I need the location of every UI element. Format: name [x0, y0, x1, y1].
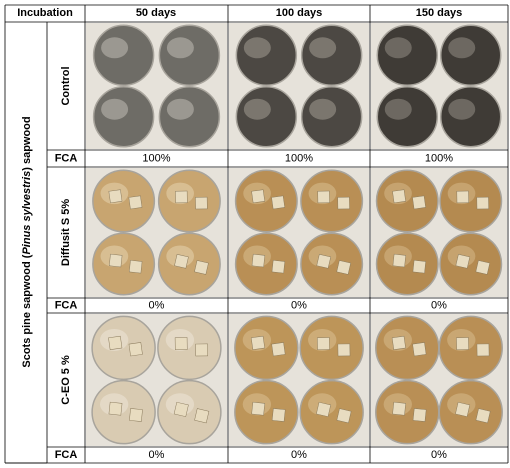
header-cell: Incubation — [17, 7, 73, 19]
dish-highlight — [243, 98, 271, 120]
wood-sample — [251, 253, 266, 268]
fca-label: FCA — [55, 449, 78, 461]
wood-sample — [251, 401, 266, 416]
header-cell: 150 days — [416, 7, 462, 19]
wood-sample — [194, 260, 209, 275]
wood-sample — [316, 401, 332, 417]
wood-sample — [271, 260, 286, 274]
fca-value: 0% — [291, 449, 307, 461]
row-label: Diffusit S 5% — [60, 199, 72, 266]
wood-sample — [251, 189, 266, 204]
dish-highlight — [166, 98, 194, 120]
wood-sample — [336, 408, 352, 424]
dish-highlight — [309, 98, 337, 120]
wood-sample — [108, 253, 123, 268]
wood-sample — [317, 190, 330, 204]
wood-sample — [412, 195, 426, 210]
dish-highlight — [309, 37, 337, 59]
side-label-part: ) sapwood — [21, 116, 33, 170]
fca-label: FCA — [55, 152, 78, 164]
wood-sample — [194, 408, 210, 424]
dish-highlight — [243, 37, 271, 59]
wood-sample — [337, 196, 350, 210]
dish-highlight — [384, 37, 412, 59]
wood-sample — [317, 337, 330, 350]
wood-sample — [456, 337, 469, 350]
wood-sample — [455, 401, 471, 417]
wood-sample — [128, 342, 143, 357]
side-label: Scots pine sapwood (Pinus sylvestris) sa… — [21, 116, 33, 367]
wood-sample — [173, 401, 189, 417]
wood-sample — [128, 260, 143, 274]
wood-sample — [456, 190, 469, 204]
wood-sample — [174, 253, 189, 269]
wood-sample — [316, 253, 332, 269]
wood-sample — [392, 253, 407, 268]
fca-value: 0% — [291, 299, 307, 311]
wood-sample — [174, 337, 188, 350]
fca-value: 0% — [431, 299, 447, 311]
cells — [86, 23, 507, 446]
fca-value: 0% — [149, 449, 165, 461]
fca-value: 100% — [142, 152, 170, 164]
wood-sample — [455, 253, 471, 269]
wood-sample — [336, 260, 352, 275]
wood-sample — [412, 342, 427, 357]
wood-sample — [476, 196, 489, 210]
wood-sample — [250, 335, 266, 350]
fca-label: FCA — [55, 299, 78, 311]
wood-sample — [475, 408, 491, 424]
row-label: C-EO 5 % — [60, 355, 72, 405]
wood-sample — [108, 189, 123, 204]
wood-sample — [392, 401, 406, 416]
dish-highlight — [101, 37, 129, 59]
header-cell: 50 days — [136, 7, 176, 19]
wood-sample — [128, 195, 143, 210]
dish-highlight — [166, 37, 194, 59]
wood-sample — [108, 401, 123, 416]
dish-highlight — [384, 98, 412, 120]
side-label-part: Scots pine sapwood ( — [21, 254, 33, 367]
side-label-part: Pinus sylvestris — [21, 171, 33, 255]
wood-sample — [271, 195, 286, 210]
dish-highlight — [101, 98, 129, 120]
fca-value: 100% — [425, 152, 453, 164]
row-label: Control — [60, 66, 72, 105]
table-lines — [4, 4, 509, 464]
wood-sample — [271, 342, 286, 357]
dish-highlight — [448, 98, 476, 120]
wood-sample — [476, 343, 490, 357]
wood-sample — [195, 196, 208, 210]
wood-sample — [391, 335, 406, 350]
wood-sample — [392, 189, 406, 204]
wood-sample — [129, 408, 143, 422]
wood-sample — [475, 260, 491, 275]
header-cell: 100 days — [276, 7, 322, 19]
dish-highlight — [448, 37, 476, 59]
fca-value: 0% — [149, 299, 165, 311]
fca-value: 100% — [285, 152, 313, 164]
wood-sample — [412, 408, 427, 422]
wood-sample — [175, 190, 188, 204]
wood-sample — [337, 343, 351, 357]
wood-sample — [108, 335, 123, 350]
fca-value: 0% — [431, 449, 447, 461]
wood-sample — [271, 408, 286, 422]
wood-sample — [195, 343, 209, 357]
wood-sample — [412, 260, 427, 274]
